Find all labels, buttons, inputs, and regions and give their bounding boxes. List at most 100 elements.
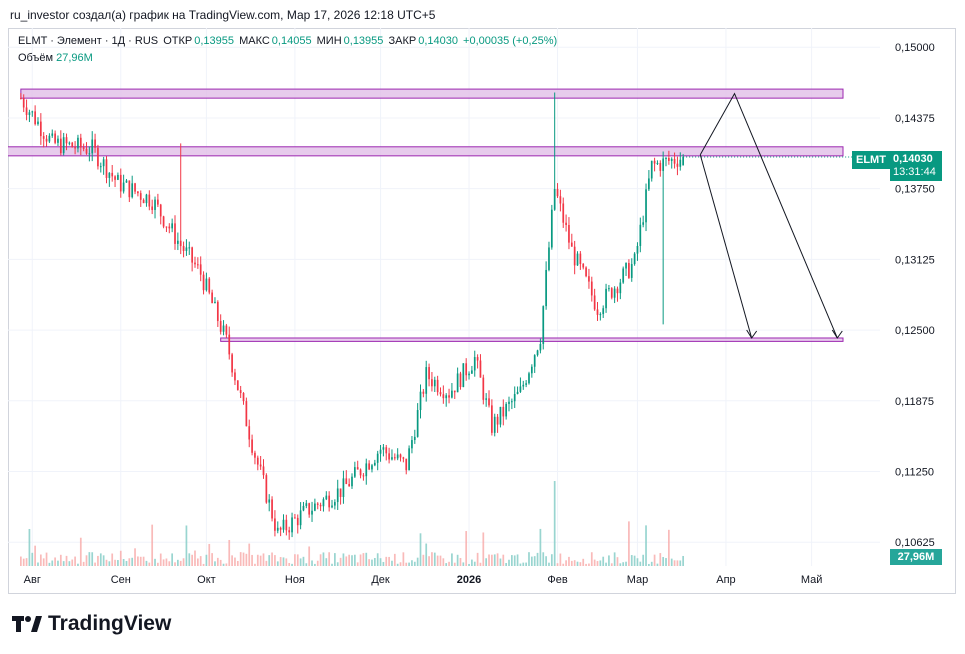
last-price-tag: 0,14030 13:31:44 [890, 151, 942, 181]
zone-upper [20, 88, 844, 99]
candle-body [662, 158, 665, 171]
candle-body [522, 384, 525, 387]
candle-body [565, 222, 567, 226]
volume-bar [468, 563, 470, 566]
volume-bar [99, 553, 102, 566]
candle-body [659, 162, 662, 171]
volume-bar [668, 529, 670, 566]
candle-body [425, 367, 428, 394]
volume-bar [274, 555, 276, 566]
legend-open: 0,13955 [194, 35, 234, 47]
volume-bar [459, 558, 462, 566]
candle-body [459, 373, 462, 388]
y-tick-label: 0,13125 [895, 254, 935, 266]
candle-body [191, 247, 193, 263]
volume-bar [368, 559, 370, 566]
volume-legend-value: 27,96M [56, 52, 93, 64]
candle-body [568, 225, 570, 243]
volume-bar [342, 553, 345, 566]
volume-bar [114, 559, 116, 566]
candle-body [57, 138, 59, 143]
candle-body [276, 527, 279, 531]
candle-body [168, 226, 171, 229]
candle-body [274, 518, 276, 531]
volume-bar [536, 552, 539, 566]
tradingview-brand: TradingView [48, 612, 172, 635]
volume-bar [530, 556, 533, 566]
volume-bar [108, 561, 111, 566]
candle-body [579, 253, 582, 264]
volume-bar [448, 561, 450, 566]
candle-body [111, 172, 114, 177]
candle-body [68, 142, 71, 144]
candle-body [385, 447, 388, 454]
candle-body [334, 502, 336, 506]
last-price: 0,14030 [893, 153, 933, 165]
candle-body [553, 188, 556, 210]
volume-bar [650, 561, 653, 566]
volume-bar [376, 553, 379, 566]
volume-bar [519, 563, 522, 566]
candle-body [556, 188, 559, 197]
candle-body [265, 475, 268, 503]
volume-bar [616, 557, 619, 566]
tradingview-logo[interactable]: TradingView [12, 612, 171, 636]
candle-body [225, 325, 228, 335]
volume-bar [673, 560, 676, 566]
candle-body [582, 263, 585, 268]
volume-bar [373, 557, 376, 566]
volume-bar [308, 546, 311, 566]
y-tick-label: 0,11250 [895, 466, 934, 478]
volume-bar [365, 552, 368, 566]
volume-bar [391, 560, 393, 566]
volume-bar [419, 533, 422, 566]
candle-body [348, 483, 350, 487]
volume-bar [393, 553, 396, 566]
volume-bar [142, 556, 145, 566]
volume-bar [302, 556, 305, 566]
volume-bar [19, 556, 22, 566]
candle-body [137, 191, 139, 194]
volume-bar [91, 552, 94, 566]
candle-body [508, 401, 510, 404]
volume-bar [413, 561, 416, 566]
candle-body [428, 367, 430, 380]
candle-body [393, 457, 396, 459]
volume-bar [202, 563, 205, 566]
volume-bar [399, 562, 402, 566]
candle-body [42, 136, 45, 139]
candle-body [236, 380, 239, 391]
candle-body [368, 463, 370, 470]
volume-bar [608, 555, 610, 566]
volume-bar [65, 555, 68, 566]
volume-bar [542, 552, 545, 566]
candle-body [473, 357, 476, 371]
candle-body [37, 121, 39, 125]
candle-body [328, 495, 331, 508]
candle-body [593, 295, 596, 310]
volume-bar [359, 554, 362, 566]
candle-body [619, 282, 622, 294]
candle-body [296, 517, 299, 526]
x-tick-label: Дек [371, 574, 390, 586]
volume-bar [379, 558, 382, 566]
candle-body [134, 183, 136, 192]
volume-bar [539, 528, 542, 566]
volume-bar [439, 555, 442, 566]
volume-bar [88, 552, 91, 566]
candle-body [576, 253, 579, 266]
price-chart[interactable]: 0,15000 0,14375 0,13750 0,13125 0,12500 0,118… [8, 28, 956, 594]
candle-body [588, 276, 590, 282]
volume-bar [334, 553, 336, 566]
candle-body [433, 379, 436, 387]
volume-bar [214, 561, 216, 566]
candle-body [71, 142, 74, 148]
volume-bar [122, 558, 125, 566]
candle-body [268, 499, 271, 503]
volume-bar [128, 558, 131, 566]
candle-body [682, 156, 684, 166]
volume-bar [428, 556, 430, 566]
volume-bar [593, 559, 596, 566]
volume-bar [445, 563, 448, 566]
candle-body [542, 306, 545, 344]
